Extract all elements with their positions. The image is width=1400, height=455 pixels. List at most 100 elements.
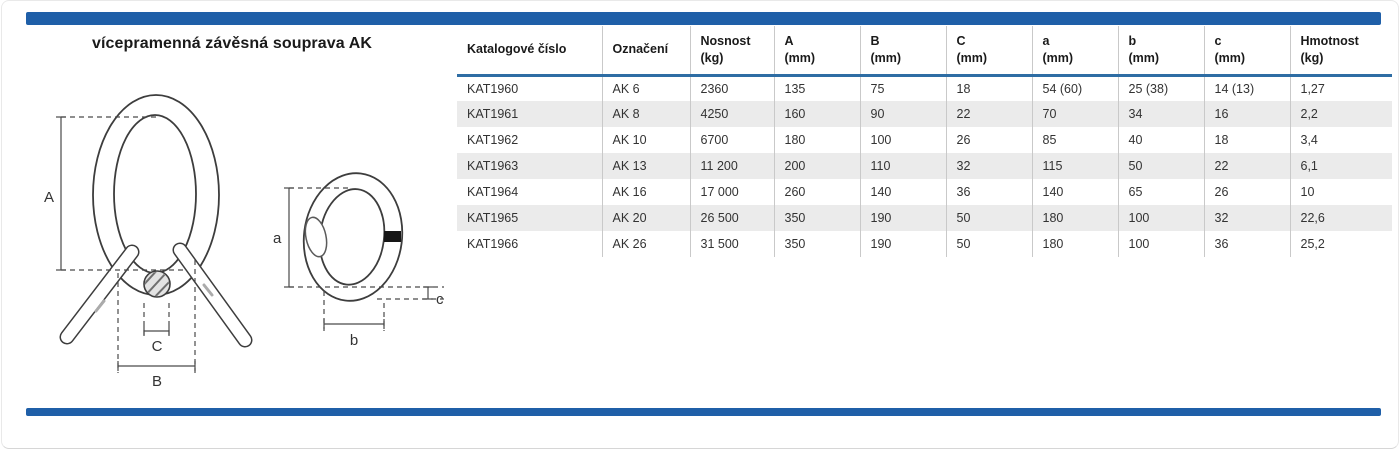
- table-row: KAT1964 AK 16 17 000 260 140 36 140 65 26 10: [457, 179, 1392, 205]
- dimension-lines-master: [56, 116, 196, 373]
- table-cell: 100: [1118, 205, 1205, 231]
- dim-label-a: a: [273, 230, 282, 247]
- table-cell: 140: [1032, 179, 1119, 205]
- table-cell: 31 500: [690, 231, 775, 257]
- table-cell: 85: [1032, 127, 1119, 153]
- table-cell: 32: [946, 153, 1033, 179]
- table-cell: 90: [860, 101, 947, 127]
- table-cell: KAT1965: [457, 205, 603, 231]
- table-cell: 26 500: [690, 205, 775, 231]
- spec-table: Katalogové číslo Označení Nosnost (kg) A (mm)…: [457, 26, 1392, 257]
- table-cell: 2360: [690, 75, 775, 101]
- table-cell: 54 (60): [1032, 75, 1119, 101]
- product-diagram: A C B a b c: [44, 94, 444, 390]
- table-cell: 65: [1118, 179, 1205, 205]
- table-cell: 350: [774, 231, 861, 257]
- table-cell: 135: [774, 75, 861, 101]
- table-cell: 50: [946, 231, 1033, 257]
- table-cell: 22,6: [1290, 205, 1392, 231]
- table-cell: KAT1966: [457, 231, 603, 257]
- table-cell: KAT1962: [457, 127, 603, 153]
- table-cell: 70: [1032, 101, 1119, 127]
- table-cell: 1,27: [1300, 81, 1325, 96]
- table-cell: AK 10: [602, 127, 691, 153]
- page-title: vícepramenná závěsná souprava AK: [91, 35, 373, 52]
- table-row: KAT1966 AK 26 31 500 350 190 50 180 100 36 25,2: [457, 231, 1392, 257]
- table-cell: 26: [946, 127, 1033, 153]
- table-cell: 160: [774, 101, 861, 127]
- table-cell: 50: [946, 205, 1033, 231]
- column-header: C (mm): [946, 26, 1033, 77]
- table-cell: 10: [1300, 185, 1315, 199]
- table-cell: 180: [774, 127, 861, 153]
- column-header: Hmotnost (kg): [1290, 26, 1392, 77]
- table-cell: AK 26: [602, 231, 691, 257]
- table-cell: 180: [1032, 231, 1119, 257]
- table-cell: AK 13: [602, 153, 691, 179]
- table-cell: 18: [1204, 127, 1291, 153]
- table-header: Katalogové číslo Označení Nosnost (kg) A (mm)…: [457, 26, 1392, 77]
- table-cell: 3,4: [1300, 133, 1318, 147]
- table-cell: 190: [860, 205, 947, 231]
- table-cell: 6700: [690, 127, 775, 153]
- column-header: Nosnost (kg): [690, 26, 775, 77]
- table-cell: 17 000: [690, 179, 775, 205]
- table-cell: 22: [946, 101, 1033, 127]
- table-body: KAT1960 AK 6 2360 135 75 18 54 (60) 25 (38) 14 (…: [457, 75, 1392, 257]
- table-cell: AK 16: [602, 179, 691, 205]
- table-cell: 34: [1118, 101, 1205, 127]
- table-cell: 110: [860, 153, 947, 179]
- table-cell: 350: [774, 205, 861, 231]
- table-cell: 100: [1118, 231, 1205, 257]
- column-header: b (mm): [1118, 26, 1205, 77]
- table-cell: AK 8: [602, 101, 691, 127]
- table-cell: AK 6: [602, 75, 691, 101]
- table-cell: 32: [1204, 205, 1291, 231]
- table-cell: 25 (38): [1118, 75, 1205, 101]
- dimension-lines-sub: [284, 187, 444, 331]
- table-cell: 100: [860, 127, 947, 153]
- table-cell: 18: [946, 75, 1033, 101]
- table-cell: 180: [1032, 205, 1119, 231]
- table-cell: 140: [860, 179, 947, 205]
- table-cell: 40: [1118, 127, 1205, 153]
- table-row: KAT1963 AK 13 11 200 200 110 32 115 50 22 6,1: [457, 153, 1392, 179]
- column-header: Katalogové číslo: [457, 26, 603, 77]
- table-row: KAT1960 AK 6 2360 135 75 18 54 (60) 25 (38) 14 (…: [457, 75, 1392, 101]
- column-header: a (mm): [1032, 26, 1119, 77]
- table-cell: KAT1964: [457, 179, 603, 205]
- table-cell: 2,2: [1290, 101, 1392, 127]
- column-header: c (mm): [1204, 26, 1291, 77]
- column-header: B (mm): [860, 26, 947, 77]
- table-cell: 260: [774, 179, 861, 205]
- table-cell: 16: [1204, 101, 1291, 127]
- pin-drawing: [143, 270, 171, 298]
- table-cell: 25,2: [1300, 237, 1325, 251]
- dim-label-A: A: [44, 189, 54, 206]
- table-row: KAT1962 AK 10 6700 180 100 26 85 40 18 3,4: [457, 127, 1392, 153]
- sub-link-drawing: [302, 172, 404, 302]
- dim-label-c: c: [436, 291, 444, 308]
- table-cell: 26: [1204, 179, 1291, 205]
- top-accent-bar: [26, 12, 1381, 25]
- weld-band: [384, 231, 401, 242]
- table-cell: 190: [860, 231, 947, 257]
- table-cell: 22: [1204, 153, 1291, 179]
- dim-label-B: B: [152, 373, 162, 390]
- table-cell: 36: [1204, 231, 1291, 257]
- table-cell: 75: [860, 75, 947, 101]
- table-cell: 36: [946, 179, 1033, 205]
- sling-legs: [59, 242, 253, 348]
- table-cell: 4250: [690, 101, 775, 127]
- table-row: KAT1965 AK 20 26 500 350 190 50 180 100 32 22,6: [457, 205, 1392, 231]
- table-cell: 115: [1032, 153, 1119, 179]
- table-cell: AK 20: [602, 205, 691, 231]
- table-cell: 14 (13): [1204, 75, 1291, 101]
- column-header: Označení: [602, 26, 691, 77]
- table-cell: KAT1963: [457, 153, 603, 179]
- table-cell: KAT1960: [457, 75, 603, 101]
- table-cell: 50: [1118, 153, 1205, 179]
- spec-table-container: Katalogové číslo Označení Nosnost (kg) A (mm)…: [457, 26, 1392, 257]
- dim-label-b: b: [350, 332, 358, 349]
